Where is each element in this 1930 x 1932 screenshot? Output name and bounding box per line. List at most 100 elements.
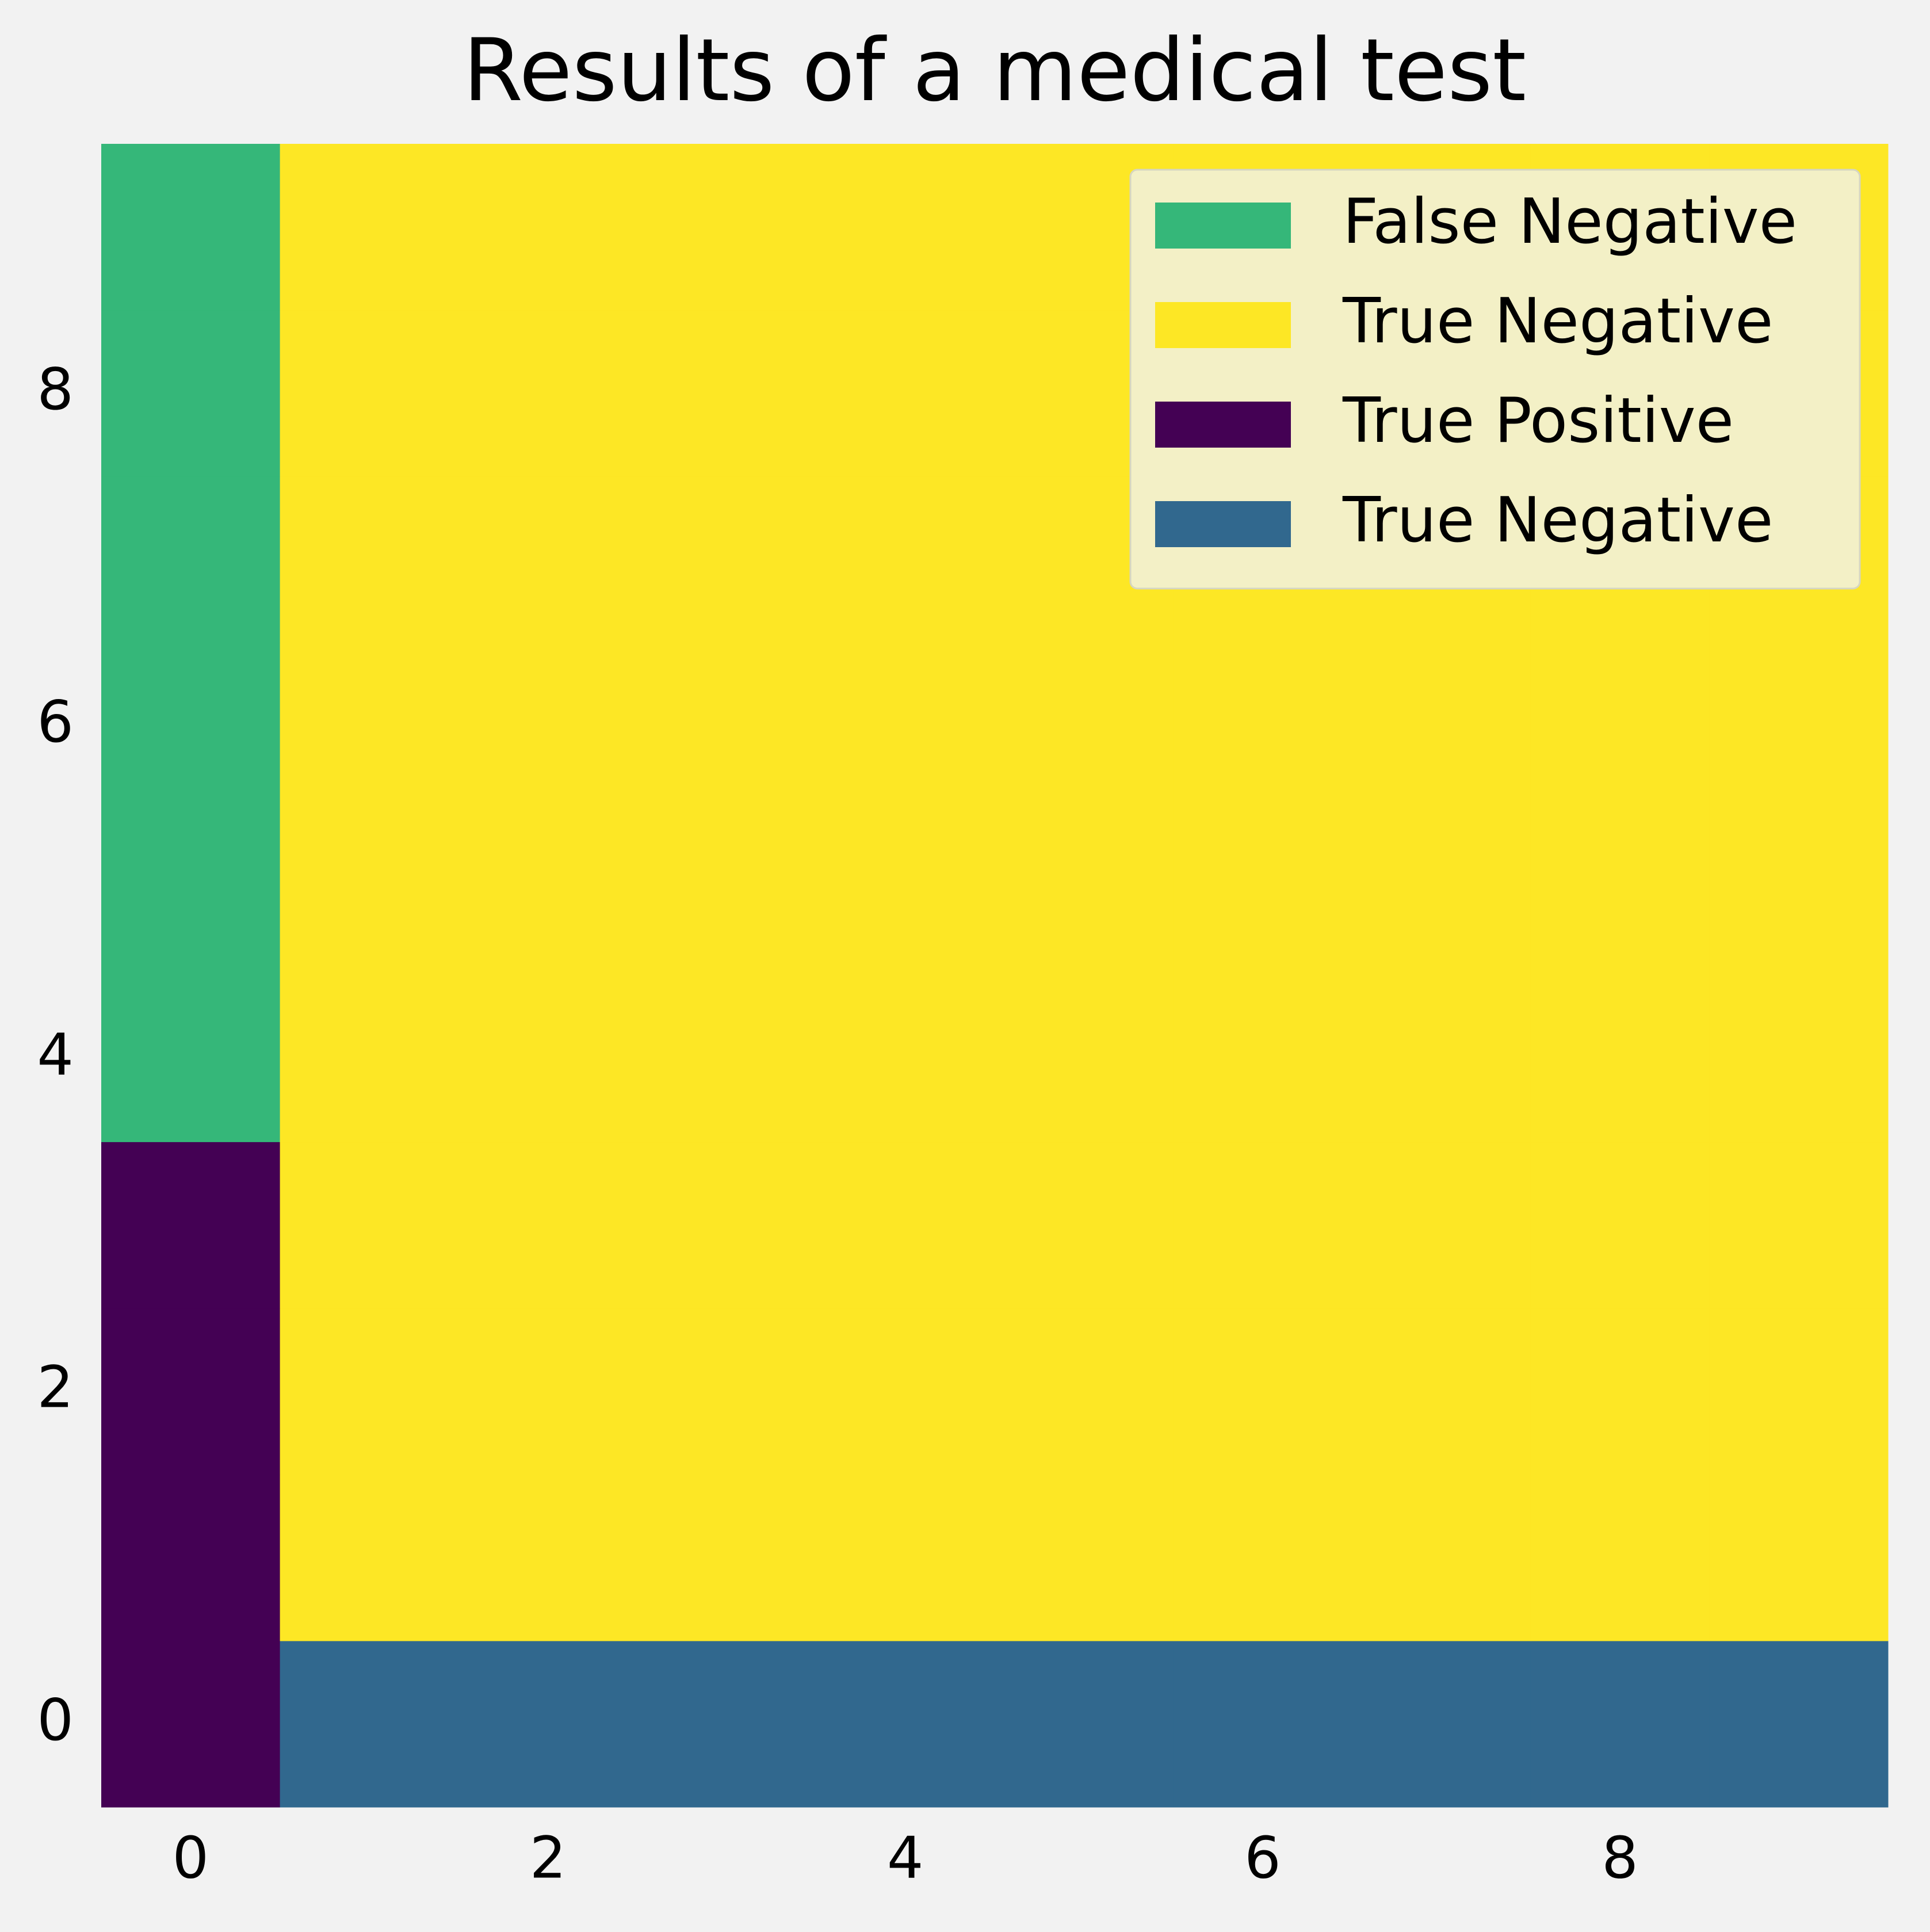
heatmap-cell [280, 1141, 459, 1309]
heatmap-cell [101, 476, 281, 643]
y-tick-label: 6 [37, 688, 74, 755]
legend-swatch [1155, 302, 1291, 348]
heatmap-cell [816, 975, 995, 1143]
heatmap-cell [280, 1474, 459, 1641]
heatmap-cell [816, 1640, 995, 1808]
heatmap-cell [280, 144, 459, 311]
heatmap-cell [637, 310, 816, 477]
heatmap-cell [816, 809, 995, 976]
heatmap-cell [280, 1308, 459, 1475]
heatmap-cell [280, 310, 459, 477]
heatmap-cell [1709, 809, 1889, 976]
heatmap-cell [1530, 1474, 1710, 1641]
heatmap-cell [995, 1640, 1174, 1808]
heatmap-cell [101, 1308, 281, 1475]
heatmap-cell [458, 975, 638, 1143]
heatmap-cell [1530, 1308, 1710, 1475]
heatmap-cell [458, 809, 638, 976]
heatmap-cell [995, 809, 1174, 976]
legend-swatch [1155, 501, 1291, 547]
heatmap-cell [1530, 1141, 1710, 1309]
heatmap-cell [816, 643, 995, 810]
heatmap-cell [101, 975, 281, 1143]
heatmap-cell [1352, 975, 1531, 1143]
legend-label: True Positive [1342, 385, 1734, 457]
heatmap-cell [1709, 1474, 1889, 1641]
heatmap-cell [1709, 975, 1889, 1143]
heatmap-cell [1530, 643, 1710, 810]
heatmap-cell [101, 809, 281, 976]
heatmap-cell [995, 1308, 1174, 1475]
heatmap-cell [458, 1308, 638, 1475]
x-tick-label: 2 [530, 1824, 567, 1891]
heatmap-cell [995, 975, 1174, 1143]
heatmap-cell [637, 1141, 816, 1309]
heatmap-cell [816, 1308, 995, 1475]
heatmap-cell [1530, 809, 1710, 976]
chart-title: Results of a medical test [463, 21, 1526, 121]
heatmap-cell [1352, 1141, 1531, 1309]
y-tick-label: 2 [37, 1354, 74, 1421]
heatmap-cell [637, 809, 816, 976]
heatmap-cell [995, 1474, 1174, 1641]
heatmap-cell [816, 1141, 995, 1309]
heatmap-cell [637, 144, 816, 311]
legend-label: False Negative [1343, 186, 1797, 258]
heatmap-cell [1530, 1640, 1710, 1808]
heatmap-cell [101, 1141, 281, 1309]
heatmap-cell [101, 310, 281, 477]
heatmap-cell [458, 1474, 638, 1641]
heatmap-cell [1530, 975, 1710, 1143]
heatmap-cell [101, 1640, 281, 1808]
heatmap-cell [1173, 975, 1352, 1143]
heatmap-cell [637, 643, 816, 810]
heatmap-cell [995, 643, 1174, 810]
x-tick-label: 6 [1244, 1824, 1281, 1891]
heatmap-cell [637, 975, 816, 1143]
legend-box [1129, 169, 1861, 590]
heatmap-cell [1709, 1141, 1889, 1309]
heatmap-cell [816, 144, 995, 311]
heatmap-cell [280, 1640, 459, 1808]
x-tick-label: 4 [887, 1824, 924, 1891]
heatmap-cell [101, 144, 281, 311]
heatmap-cell [1352, 1474, 1531, 1641]
heatmap-cell [458, 476, 638, 643]
heatmap-cell [637, 1308, 816, 1475]
heatmap-cell [1173, 1308, 1352, 1475]
heatmap-cell [458, 310, 638, 477]
y-tick-label: 8 [37, 356, 74, 423]
heatmap-cell [458, 144, 638, 311]
x-tick-label: 0 [172, 1824, 209, 1891]
heatmap-cell [280, 809, 459, 976]
heatmap-cell [1173, 1640, 1352, 1808]
heatmap-cell [1709, 643, 1889, 810]
heatmap-cell [1709, 1308, 1889, 1475]
heatmap-cell [1352, 1308, 1531, 1475]
heatmap-cell [1173, 809, 1352, 976]
heatmap-cell [101, 1474, 281, 1641]
heatmap-cell [280, 975, 459, 1143]
heatmap-cell [458, 1141, 638, 1309]
heatmap-cell [816, 1474, 995, 1641]
heatmap-cell [458, 643, 638, 810]
heatmap-cell [458, 1640, 638, 1808]
heatmap-cell [1709, 1640, 1889, 1808]
heatmap-cell [280, 476, 459, 643]
legend-swatch [1155, 203, 1291, 249]
legend-swatch [1155, 402, 1291, 448]
heatmap-cell [637, 1640, 816, 1808]
heatmap-cell [1173, 1141, 1352, 1309]
heatmap-cell [101, 643, 281, 810]
heatmap-cell [816, 476, 995, 643]
heatmap-cell [637, 1474, 816, 1641]
heatmap-cell [1352, 643, 1531, 810]
heatmap-cell [1173, 643, 1352, 810]
legend-label: True Negative [1342, 484, 1773, 556]
heatmap-cell [1352, 809, 1531, 976]
heatmap-cell [1173, 1474, 1352, 1641]
y-tick-label: 4 [37, 1021, 74, 1088]
x-tick-label: 8 [1602, 1824, 1638, 1891]
heatmap-cell [816, 310, 995, 477]
